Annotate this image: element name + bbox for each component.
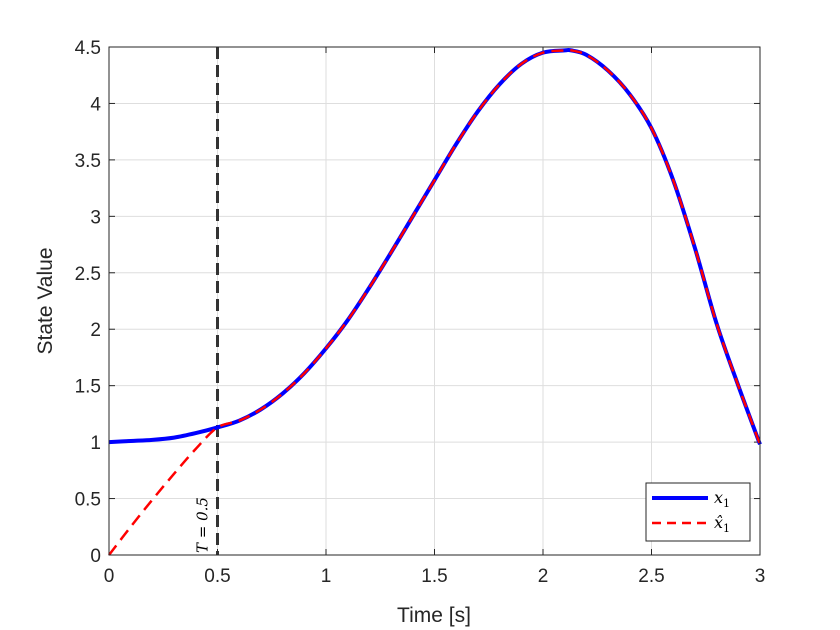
vline-annotation: T = 0.5 [194,497,212,553]
x-tick-label: 3 [755,566,766,587]
series-group [108,47,762,556]
y-tick-label: 2 [90,320,101,341]
x-tick-label: 0.5 [204,566,230,587]
y-tick-label: 0.5 [75,490,101,511]
x-tick-label: 0 [104,566,115,587]
y-tick-label: 2.5 [75,264,101,285]
vline-annotation-text: T = 0.5 [194,497,212,553]
legend-subscript: 1 [723,522,730,535]
y-tick-label: 1 [90,433,101,454]
x-axis-label: Time [s] [397,604,471,627]
plot-frame [108,46,761,556]
x-tick-label: 1.5 [421,566,447,587]
y-axis-ticks: 0 0.5 1 1.5 2 2.5 3 3.5 4 4.5 [75,38,760,567]
legend-subscript: 1 [723,497,730,510]
y-tick-label: 4 [90,94,101,115]
y-tick-label: 3.5 [75,151,101,172]
y-tick-label: 3 [90,207,101,228]
series-line-x1-hat [108,48,762,556]
legend: x1x̂1 [645,482,751,542]
x-tick-label: 1 [321,566,332,587]
legend-box [645,482,751,542]
y-axis-label: State Value [34,247,57,354]
y-tick-label: 0 [90,546,101,567]
y-tick-label: 4.5 [75,38,101,59]
x-tick-label: 2.5 [638,566,664,587]
x-axis-ticks: 0 0.5 1 1.5 2 2.5 3 [104,47,766,587]
x-tick-label: 2 [538,566,549,587]
y-tick-label: 1.5 [75,377,101,398]
